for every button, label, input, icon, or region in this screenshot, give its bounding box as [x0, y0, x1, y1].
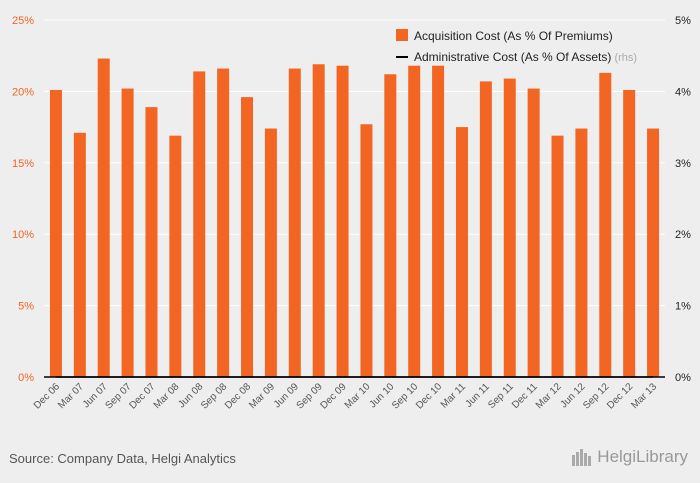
legend-label-acquisition: Acquisition Cost (As % Of Premiums) [414, 29, 613, 43]
y-left-tick-label: 25% [12, 15, 34, 27]
legend-rhs-tag: (rhs) [611, 52, 637, 64]
bar [575, 128, 588, 377]
bar [169, 135, 182, 377]
legend-swatch-acquisition [396, 29, 408, 41]
bar [455, 127, 468, 377]
bar [217, 68, 230, 377]
bar [432, 65, 445, 378]
bar [384, 74, 397, 377]
bar [97, 58, 110, 377]
bar [312, 64, 325, 377]
x-tick-label: Dec 11 [510, 381, 540, 411]
bar [73, 132, 86, 377]
bar [121, 88, 134, 377]
x-tick-label: Dec 10 [414, 381, 444, 411]
y-left-tick-label: 10% [12, 229, 34, 241]
bar [145, 107, 158, 377]
source-note: Source: Company Data, Helgi Analytics [9, 451, 236, 466]
helgi-library-logo[interactable]: HelgiLibrary [571, 447, 688, 467]
x-tick-label: Mar 11 [439, 381, 469, 411]
y-right-tick-label: 5% [675, 15, 691, 27]
y-left-tick-label: 15% [12, 158, 34, 170]
bar [49, 89, 62, 378]
y-right-tick-label: 3% [675, 158, 691, 170]
bar [360, 124, 373, 377]
bar [408, 65, 421, 378]
bar [479, 81, 492, 378]
bar [503, 78, 516, 377]
x-tick-label: Dec 08 [223, 381, 253, 411]
y-left-tick-label: 5% [18, 301, 34, 313]
bar [288, 68, 301, 377]
bar [527, 88, 540, 377]
bar [193, 71, 206, 378]
bar [264, 128, 277, 377]
bar [599, 72, 612, 377]
y-right-tick-label: 4% [675, 86, 691, 98]
bar [647, 128, 660, 377]
y-left-tick-label: 20% [12, 86, 34, 98]
bar [336, 65, 349, 378]
bar [623, 89, 636, 378]
x-tick-label: Mar 13 [629, 381, 659, 411]
x-tick-label: Dec 06 [32, 381, 62, 411]
x-tick-label: Dec 07 [127, 381, 157, 411]
logo-text: HelgiLibrary [597, 447, 688, 466]
x-tick-label: Sep 11 [486, 381, 516, 411]
x-tick-label: Mar 10 [343, 381, 373, 411]
logo-icon [572, 449, 592, 466]
x-tick-label: Dec 12 [605, 381, 635, 411]
bar [551, 135, 564, 377]
x-tick-label: Mar 07 [56, 381, 86, 411]
x-tick-label: Mar 08 [152, 381, 182, 411]
y-right-tick-label: 1% [675, 301, 691, 313]
x-tick-label: Dec 09 [318, 381, 348, 411]
y-right-tick-label: 0% [675, 372, 691, 384]
bar [241, 97, 254, 377]
y-left-tick-label: 0% [18, 372, 34, 384]
x-tick-label: Mar 12 [534, 381, 564, 411]
legend-label-administrative: Administrative Cost (As % Of Assets) (rh… [414, 50, 637, 64]
y-right-tick-label: 2% [675, 229, 691, 241]
x-tick-label: Mar 09 [247, 381, 277, 411]
